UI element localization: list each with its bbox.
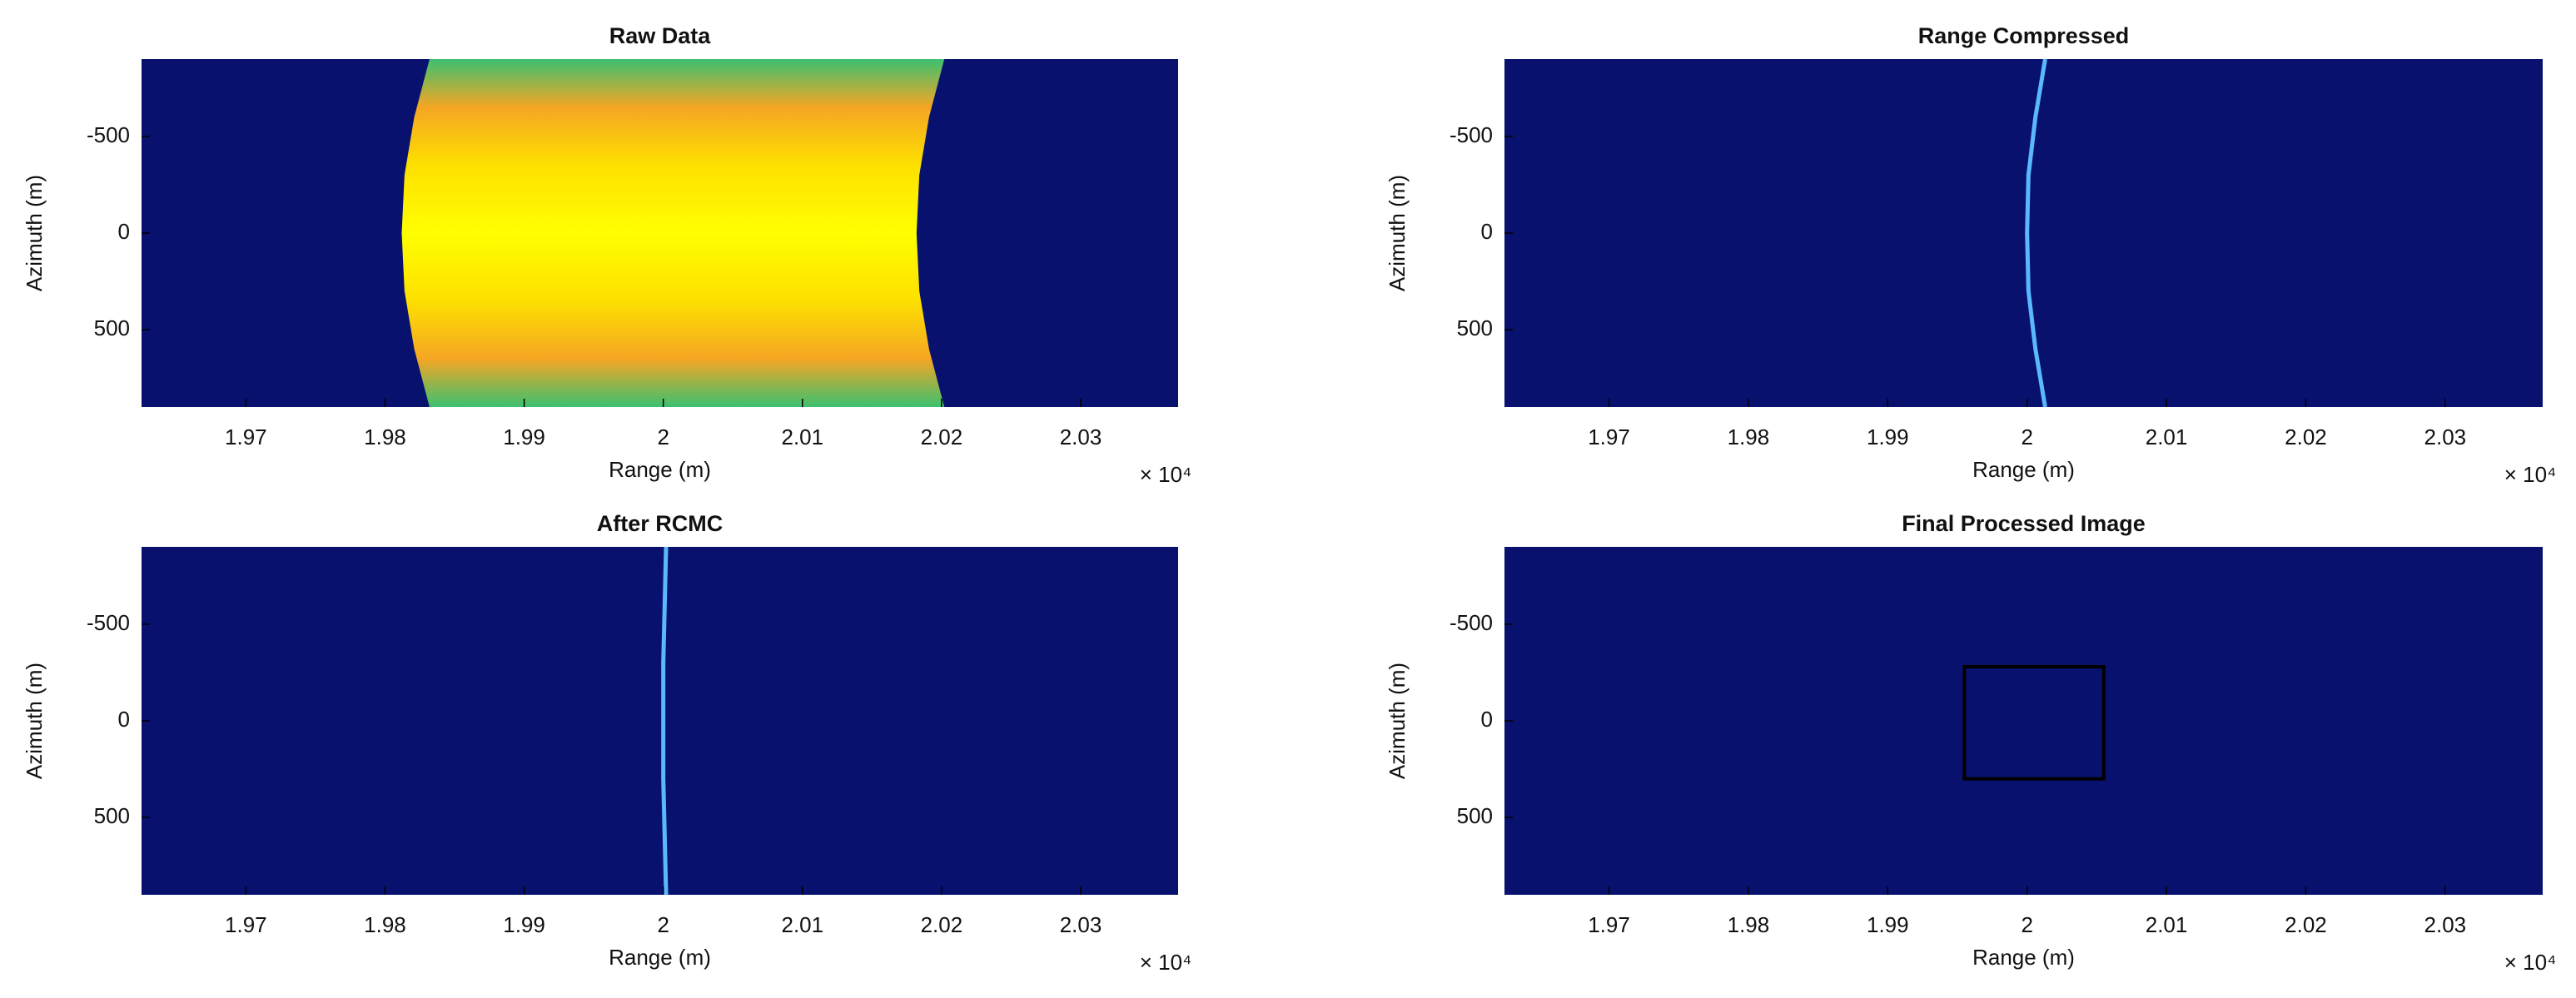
x-tick-label: 2.02 xyxy=(921,425,963,449)
x-multiplier: × 10⁴ xyxy=(1140,462,1192,487)
y-tick-label: -500 xyxy=(1450,610,1493,635)
x-axis-label: Range (m) xyxy=(1972,457,2075,482)
x-tick-label: 2.03 xyxy=(2424,425,2467,449)
y-tick-label: 0 xyxy=(1481,707,1493,732)
signal-band xyxy=(401,59,945,407)
y-tick-label: -500 xyxy=(87,610,130,635)
y-tick-label: -500 xyxy=(1450,122,1493,147)
y-tick-label: -500 xyxy=(87,122,130,147)
x-axis-label: Range (m) xyxy=(1972,945,2075,970)
x-tick-label: 1.97 xyxy=(225,425,267,449)
chart-title: Final Processed Image xyxy=(1902,511,2146,536)
x-tick-label: 2.01 xyxy=(781,425,823,449)
chart-title: After RCMC xyxy=(597,511,724,536)
target-curve xyxy=(2025,59,2047,407)
target-curve xyxy=(661,547,669,895)
y-tick-label: 500 xyxy=(1457,803,1493,828)
plot-area xyxy=(1962,664,2106,781)
x-multiplier: × 10⁴ xyxy=(2504,950,2557,975)
x-tick-label: 2.01 xyxy=(781,912,823,937)
x-tick-label: 1.98 xyxy=(1728,425,1770,449)
x-multiplier: × 10⁴ xyxy=(2504,462,2557,487)
x-tick-label: 2.02 xyxy=(2285,912,2327,937)
y-axis-label: Azimuth (m) xyxy=(22,175,47,291)
x-tick-label: 1.97 xyxy=(225,912,267,937)
x-tick-label: 2 xyxy=(2021,425,2032,449)
x-tick-label: 2.03 xyxy=(1060,425,1102,449)
x-tick-label: 2.02 xyxy=(921,912,963,937)
x-tick-label: 1.97 xyxy=(1588,425,1630,449)
y-axis-label: Azimuth (m) xyxy=(22,663,47,779)
x-tick-label: 2 xyxy=(2021,912,2032,937)
x-tick-label: 1.99 xyxy=(503,912,545,937)
x-tick-label: 1.97 xyxy=(1588,912,1630,937)
y-tick-label: 500 xyxy=(94,803,130,828)
y-tick-label: 500 xyxy=(94,315,130,340)
chart-title: Raw Data xyxy=(609,23,712,48)
plot-background xyxy=(1504,59,2543,407)
x-tick-label: 1.99 xyxy=(1867,425,1909,449)
y-axis-label: Azimuth (m) xyxy=(1385,663,1410,779)
plot-area xyxy=(401,59,945,407)
y-tick-label: 0 xyxy=(118,707,130,732)
y-axis-label: Azimuth (m) xyxy=(1385,175,1410,291)
x-tick-label: 1.99 xyxy=(1867,912,1909,937)
x-multiplier: × 10⁴ xyxy=(1140,950,1192,975)
x-axis-label: Range (m) xyxy=(609,457,711,482)
plot-area xyxy=(2025,59,2047,407)
plot-background xyxy=(142,547,1178,895)
x-tick-label: 2.01 xyxy=(2146,425,2188,449)
x-tick-label: 2.02 xyxy=(2285,425,2327,449)
chart-title: Range Compressed xyxy=(1918,23,2130,48)
focus-box xyxy=(1962,664,2106,781)
x-axis-label: Range (m) xyxy=(609,945,711,970)
x-tick-label: 2 xyxy=(657,425,669,449)
plot-area xyxy=(661,547,669,895)
x-tick-label: 2.03 xyxy=(2424,912,2467,937)
y-tick-label: 0 xyxy=(118,219,130,244)
y-tick-label: 500 xyxy=(1457,315,1493,340)
x-tick-label: 1.98 xyxy=(1728,912,1770,937)
y-tick-label: 0 xyxy=(1481,219,1493,244)
plot-background xyxy=(1504,547,2543,895)
x-tick-label: 2 xyxy=(657,912,669,937)
x-tick-label: 1.99 xyxy=(503,425,545,449)
x-tick-label: 1.98 xyxy=(364,912,406,937)
x-tick-label: 2.03 xyxy=(1060,912,1102,937)
x-tick-label: 1.98 xyxy=(364,425,406,449)
x-tick-label: 2.01 xyxy=(2146,912,2188,937)
